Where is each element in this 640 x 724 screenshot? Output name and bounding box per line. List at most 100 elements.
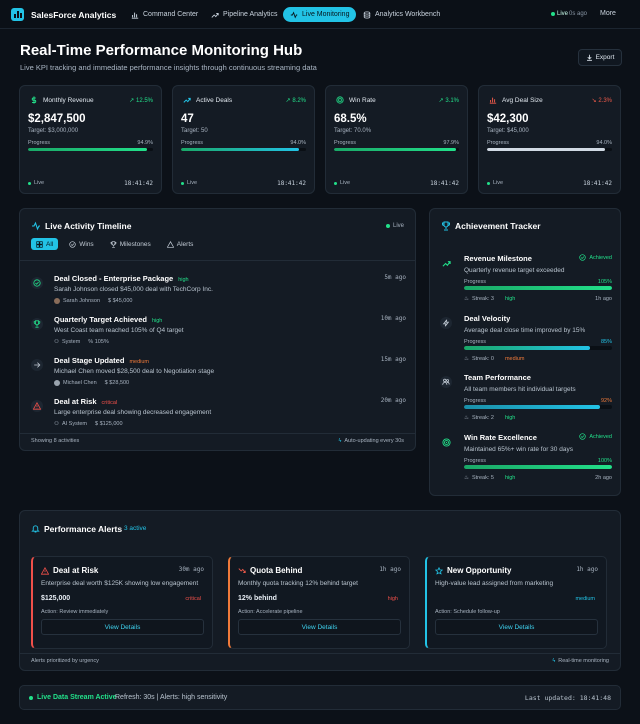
nav-live-monitoring[interactable]: Live Monitoring bbox=[283, 7, 357, 22]
live-status-ago: 0s ago bbox=[569, 11, 588, 17]
trending-up-icon bbox=[440, 257, 452, 269]
kpi-change: ↗ 8.2% bbox=[285, 98, 306, 104]
view-details-button[interactable]: View Details bbox=[435, 619, 598, 635]
streak-info: ♨ Streak: 5 high bbox=[464, 475, 515, 481]
event-metric: $ $125,000 bbox=[95, 421, 123, 427]
kpi-progress-bar bbox=[181, 148, 306, 151]
nav-label: Command Center bbox=[143, 11, 199, 18]
kpi-change: ↘ 2.3% bbox=[591, 98, 612, 104]
performance-alerts-panel: Performance Alerts 3 active Deal at Risk… bbox=[19, 510, 621, 671]
nav-command-center[interactable]: Command Center bbox=[124, 7, 205, 22]
alert-time-ago: 1h ago bbox=[379, 566, 401, 573]
event-title-text: Deal at Risk bbox=[54, 397, 97, 406]
alert-heading: New Opportunity bbox=[435, 566, 511, 575]
alert-card-deal-at-risk[interactable]: Deal at Risk 30m ago Enterprise deal wor… bbox=[31, 556, 213, 649]
export-button[interactable]: Export bbox=[578, 49, 622, 66]
bar-chart-icon bbox=[131, 12, 139, 19]
kpi-progress-fill bbox=[181, 148, 299, 151]
kpi-card-active-deals[interactable]: Active Deals ↗ 8.2% 47 Target: 50 Progre… bbox=[172, 85, 315, 194]
alert-card-quota-behind[interactable]: Quota Behind 1h ago Monthly quota tracki… bbox=[228, 556, 410, 649]
page-title: Real-Time Performance Monitoring Hub bbox=[20, 42, 303, 59]
activity-event[interactable]: Deal at Risk critical 20m ago Large enter… bbox=[31, 395, 406, 435]
zap-icon bbox=[440, 317, 452, 329]
activity-icon bbox=[32, 221, 40, 231]
progress-percent: 92% bbox=[600, 398, 612, 404]
kpi-progress-percent: 94.0% bbox=[290, 140, 306, 146]
alerts-count: 3 active bbox=[124, 525, 147, 532]
trending-up-icon bbox=[183, 97, 191, 103]
view-details-button[interactable]: View Details bbox=[238, 619, 401, 635]
event-person: Sarah Johnson bbox=[63, 298, 100, 304]
event-title-text: Quarterly Target Achieved bbox=[54, 315, 147, 324]
database-icon bbox=[363, 10, 371, 19]
chart-logo-icon[interactable] bbox=[11, 8, 24, 21]
achievement-name: Win Rate Excellence bbox=[464, 433, 537, 442]
progress-label: Progress bbox=[464, 398, 487, 404]
kpi-value: 47 bbox=[181, 113, 194, 125]
tab-label: All bbox=[46, 240, 54, 248]
alert-card-new-opportunity[interactable]: New Opportunity 1h ago High-value lead a… bbox=[425, 556, 607, 649]
nav-analytics-workbench[interactable]: Analytics Workbench bbox=[356, 7, 447, 22]
kpi-card-avg-deal-size[interactable]: Avg Deal Size ↘ 2.3% $42,300 Target: $45… bbox=[478, 85, 621, 194]
bar-chart-icon bbox=[489, 97, 497, 104]
event-description: Large enterprise deal showing decreased … bbox=[54, 409, 212, 416]
achieved-label: Achieved bbox=[589, 254, 612, 261]
more-menu-button[interactable]: More bbox=[600, 10, 616, 17]
kpi-card-monthly-revenue[interactable]: Monthly Revenue ↗ 12.5% $2,847,500 Targe… bbox=[19, 85, 162, 194]
streak-label: Streak: 2 bbox=[471, 415, 494, 421]
event-time-ago: 5m ago bbox=[384, 274, 406, 281]
achievement-progress-bar bbox=[464, 465, 612, 469]
achieved-badge: Achieved bbox=[579, 254, 612, 261]
event-metric-value: $125,000 bbox=[99, 421, 123, 427]
event-priority: critical bbox=[101, 400, 118, 406]
achievement-progress-fill bbox=[464, 465, 612, 469]
tab-all[interactable]: All bbox=[31, 238, 59, 250]
bell-icon bbox=[31, 525, 40, 533]
flame-icon: ♨ bbox=[464, 296, 469, 302]
kpi-card-win-rate[interactable]: Win Rate ↗ 3.1% 68.5% Target: 70.0% Prog… bbox=[325, 85, 468, 194]
activity-event[interactable]: Deal Stage Updated medium 15m ago Michael… bbox=[31, 354, 406, 394]
achievement-level: high bbox=[504, 296, 516, 302]
auto-update-note: ϟ Auto-updating every 30s bbox=[338, 438, 404, 444]
stream-settings-info: Refresh: 30s | Alerts: high sensitivity bbox=[115, 694, 228, 701]
live-status-dot bbox=[551, 12, 555, 16]
trophy-icon bbox=[31, 318, 43, 330]
nav-pipeline-analytics[interactable]: Pipeline Analytics bbox=[204, 7, 284, 22]
kpi-progress-percent: 94.9% bbox=[137, 140, 153, 146]
progress-percent: 105% bbox=[597, 279, 612, 285]
achievement-description: Average deal close time improved by 15% bbox=[464, 327, 586, 334]
activity-filter-tabs: All Wins Milestones Alerts bbox=[31, 238, 198, 250]
achievement-level: high bbox=[504, 475, 516, 481]
users-icon bbox=[440, 376, 452, 388]
activity-event[interactable]: Deal Closed - Enterprise Package high 5m … bbox=[31, 272, 406, 312]
alert-description: Monthly quota tracking 12% behind target bbox=[238, 580, 358, 587]
kpi-progress-label: Progress bbox=[487, 140, 510, 146]
alert-severity: high bbox=[387, 596, 398, 602]
event-title: Deal Closed - Enterprise Package high bbox=[54, 274, 189, 283]
kpi-label: Win Rate bbox=[349, 97, 376, 104]
achievement-description: All team members hit individual targets bbox=[464, 386, 576, 393]
tab-milestones[interactable]: Milestones bbox=[105, 238, 156, 250]
kpi-progress-fill bbox=[28, 148, 147, 151]
achieved-label: Achieved bbox=[589, 433, 612, 440]
event-metric: $ $28,500 bbox=[104, 380, 130, 386]
kpi-change-value: 3.1% bbox=[445, 98, 459, 104]
arrow-right-icon bbox=[31, 359, 43, 371]
tab-wins[interactable]: Wins bbox=[64, 238, 98, 250]
alert-title: Quota Behind bbox=[250, 566, 303, 575]
kpi-live: Live bbox=[181, 180, 197, 186]
realtime-monitoring-note: ϟ Real-time monitoring bbox=[552, 658, 609, 664]
activity-icon bbox=[290, 10, 298, 19]
activity-live-indicator: Live bbox=[385, 223, 404, 229]
warning-icon bbox=[31, 400, 43, 412]
alert-heading: Quota Behind bbox=[238, 566, 302, 575]
activity-event[interactable]: Quarterly Target Achieved high 10m ago We… bbox=[31, 313, 406, 353]
grid-icon bbox=[36, 240, 43, 248]
brand-name[interactable]: SalesForce Analytics bbox=[31, 10, 117, 20]
tab-alerts[interactable]: Alerts bbox=[162, 238, 199, 250]
alert-action: Action: Accelerate pipeline bbox=[238, 609, 303, 615]
view-details-button[interactable]: View Details bbox=[41, 619, 204, 635]
divider bbox=[20, 433, 415, 434]
kpi-progress-bar bbox=[487, 148, 612, 151]
achievement-tracker-panel: Achievement Tracker Revenue Milestone Ac… bbox=[429, 208, 621, 496]
